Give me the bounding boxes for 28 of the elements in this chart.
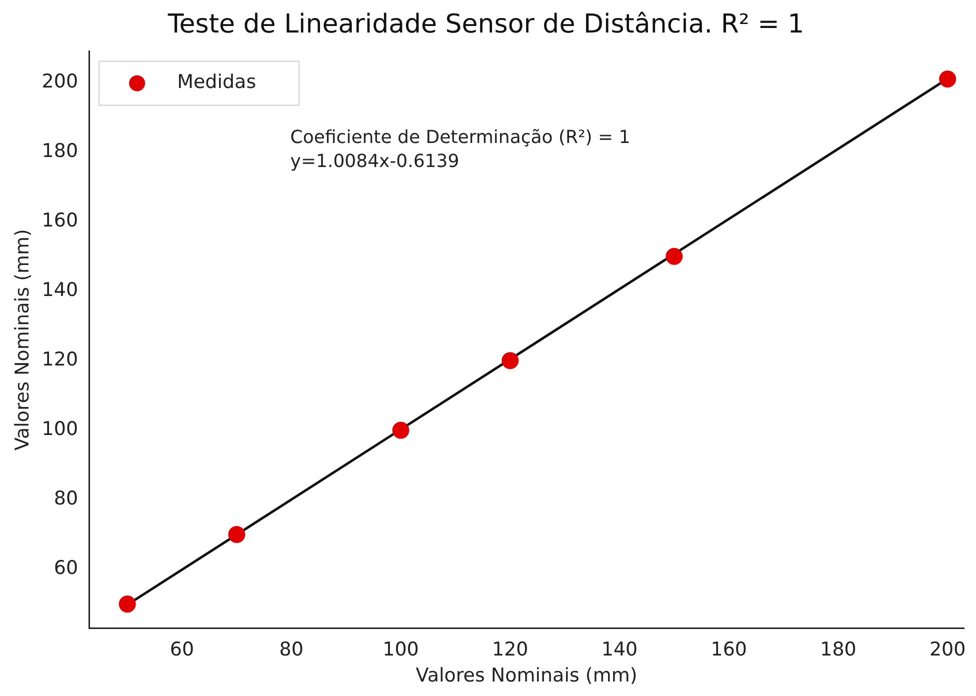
y-tick-label: 200: [42, 70, 78, 92]
point: [939, 70, 956, 88]
point: [666, 248, 683, 265]
x-tick-label: 140: [601, 638, 638, 661]
y-tick-label: 180: [42, 140, 78, 162]
x-tick-label: 120: [492, 638, 528, 661]
annotation: y=1.0084x-0.6139: [290, 150, 460, 172]
chart-title: Teste de Linearidade Sensor de Distância. R² = 1: [166, 9, 804, 40]
x-tick-label: 60: [170, 638, 194, 661]
x-tick-label: 180: [820, 638, 856, 661]
x-tick-label: 100: [382, 638, 419, 661]
x-tick-label: 160: [710, 638, 747, 661]
y-tick-label: 100: [42, 418, 78, 440]
x-tick-label: 80: [279, 638, 304, 661]
x-tick-label: 200: [929, 638, 966, 661]
annotation: Coeficiente de Determinação (R²) = 1: [290, 126, 630, 148]
legend-label: Medidas: [177, 71, 256, 94]
point: [118, 596, 136, 613]
point: [502, 352, 519, 370]
y-tick-label: 60: [54, 557, 78, 580]
point: [392, 422, 410, 439]
point: [228, 526, 246, 544]
x-axis-title: Valores Nominais (mm): [416, 664, 638, 687]
y-tick-label: 140: [42, 279, 78, 302]
y-tick-label: 120: [42, 348, 78, 371]
y-axis-title: Valores Nominais (mm): [11, 229, 34, 451]
y-tick-label: 80: [54, 488, 78, 510]
y-tick-label: 160: [42, 210, 78, 232]
